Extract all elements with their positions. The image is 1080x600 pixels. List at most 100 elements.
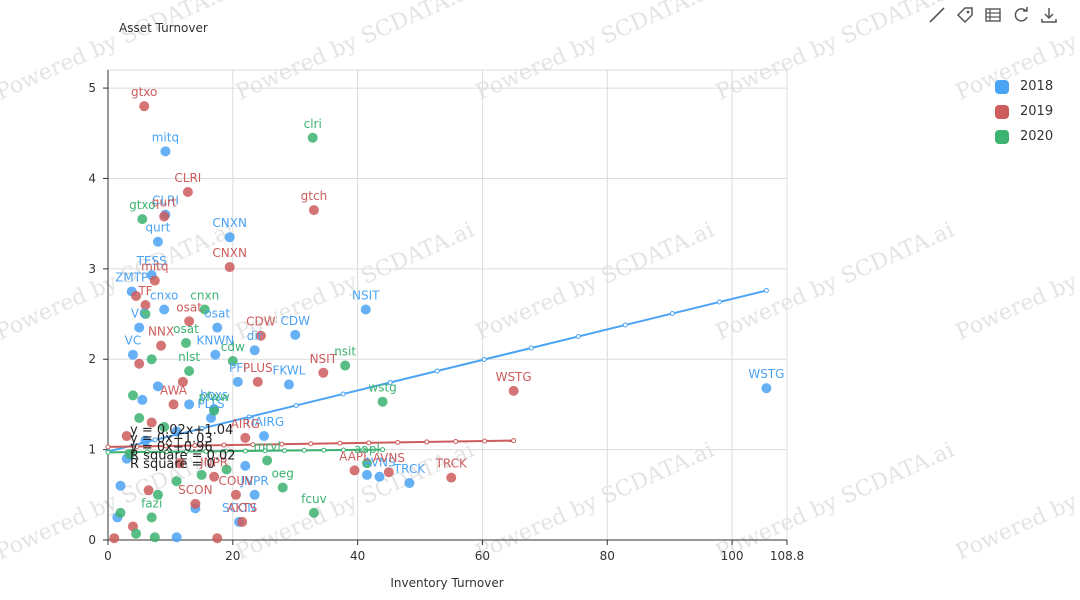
point-label: fcuv bbox=[301, 492, 327, 506]
point-label: COUV bbox=[219, 474, 255, 488]
data-point-2018 bbox=[259, 431, 270, 442]
data-points bbox=[109, 101, 772, 544]
legend-item-2018[interactable]: 2018 bbox=[995, 74, 1053, 99]
point-label: cdw bbox=[221, 340, 245, 354]
point-label: NSIT bbox=[310, 352, 338, 366]
point-label: NNX bbox=[148, 325, 174, 339]
point-label: SCON bbox=[222, 501, 256, 515]
data-point-2020 bbox=[115, 507, 126, 518]
point-label: NSIT bbox=[352, 289, 380, 303]
data-point-2018 bbox=[152, 236, 163, 247]
data-point-2020 bbox=[137, 214, 148, 225]
data-point-2020 bbox=[199, 304, 210, 315]
data-point-2018 bbox=[212, 322, 223, 333]
data-point-2018 bbox=[232, 376, 243, 387]
data-view-icon[interactable] bbox=[982, 4, 1004, 26]
trendline-marker-2018 bbox=[669, 311, 675, 317]
data-point-2020 bbox=[181, 337, 192, 348]
point-label: TRCK bbox=[393, 462, 426, 476]
watermark-text: Powered by SCDATA.ai bbox=[472, 438, 718, 566]
point-label: CLRI bbox=[152, 194, 179, 208]
trendline-marker-2018 bbox=[716, 299, 722, 305]
point-label: pfww bbox=[198, 390, 229, 404]
data-point-2018 bbox=[115, 480, 126, 491]
point-label: ZMTP bbox=[115, 270, 148, 284]
point-label: osat bbox=[204, 307, 230, 321]
data-point-2020 bbox=[140, 309, 151, 320]
data-point-2018 bbox=[360, 304, 371, 315]
point-label: VC bbox=[125, 334, 142, 348]
point-label: CDW bbox=[246, 315, 276, 329]
data-point-2020 bbox=[227, 356, 238, 367]
point-label: mitq bbox=[141, 260, 168, 274]
y-tick-label: 4 bbox=[88, 171, 96, 185]
point-label: mitq bbox=[152, 130, 179, 144]
data-point-2019 bbox=[143, 485, 154, 496]
data-point-2018 bbox=[374, 471, 385, 482]
point-label: TIAIRG bbox=[243, 415, 284, 429]
point-label: WSTG bbox=[748, 367, 784, 381]
point-label: gtch bbox=[301, 189, 328, 203]
data-point-2020 bbox=[146, 354, 157, 365]
data-point-2018 bbox=[159, 304, 170, 315]
trendlines bbox=[105, 288, 769, 455]
download-icon[interactable] bbox=[1038, 4, 1060, 26]
trendline-marker-2020 bbox=[360, 447, 366, 453]
y-tick-label: 2 bbox=[88, 352, 96, 366]
watermark-text: Powered by SCDATA.ai bbox=[472, 0, 718, 105]
data-point-2019 bbox=[318, 367, 329, 378]
regression-annotations: y = 0.02x+1.04y = 0x+1.03y = 0x+0.96R sq… bbox=[130, 423, 236, 472]
legend-label: 2018 bbox=[1020, 79, 1054, 94]
data-point-2019 bbox=[349, 465, 360, 476]
data-point-2019 bbox=[308, 205, 319, 216]
point-label: JNPR bbox=[240, 474, 269, 488]
point-label: clri bbox=[304, 117, 322, 131]
point-label: AIRG bbox=[231, 417, 260, 431]
y-tick-label: 5 bbox=[88, 81, 96, 95]
tag-icon[interactable] bbox=[954, 4, 976, 26]
x-tick-label: 100 bbox=[721, 549, 744, 563]
point-label: gtxo bbox=[131, 85, 157, 99]
data-point-2018 bbox=[240, 460, 251, 471]
trendline-marker-2020 bbox=[144, 449, 150, 455]
point-label: nsit bbox=[334, 345, 356, 359]
watermark-text: Powered by SCDATA.ai bbox=[712, 438, 958, 566]
trendline-marker-2020 bbox=[340, 447, 346, 453]
restore-icon[interactable] bbox=[1010, 4, 1032, 26]
point-label: SCON bbox=[178, 483, 212, 497]
data-point-2020 bbox=[152, 489, 163, 500]
point-label: qurt bbox=[145, 221, 170, 235]
point-label: TRCK bbox=[435, 457, 468, 471]
data-point-2020 bbox=[134, 412, 145, 423]
data-point-2018 bbox=[283, 379, 294, 390]
point-label: VC bbox=[131, 307, 148, 321]
point-label: osat bbox=[176, 300, 202, 314]
trendline-marker-2020 bbox=[223, 448, 229, 454]
point-label: CLRI bbox=[174, 171, 201, 185]
data-point-2019 bbox=[156, 340, 167, 351]
legend-item-2019[interactable]: 2019 bbox=[995, 99, 1053, 124]
data-point-2019 bbox=[209, 471, 220, 482]
regression-annotation: R square = 0.02 bbox=[130, 449, 236, 464]
data-point-2019 bbox=[109, 533, 120, 544]
legend-item-2020[interactable]: 2020 bbox=[995, 124, 1053, 149]
trendline-marker-2020 bbox=[380, 447, 386, 453]
chart-toolbar bbox=[926, 4, 1060, 26]
data-point-2018 bbox=[249, 489, 260, 500]
point-label: WSTG bbox=[496, 370, 532, 384]
data-point-2020 bbox=[308, 507, 319, 518]
trendline-marker-2018 bbox=[387, 379, 393, 385]
data-point-2019 bbox=[134, 358, 145, 369]
point-label: AAPL bbox=[339, 449, 370, 463]
trendline-marker-2018 bbox=[763, 288, 769, 294]
data-point-2020 bbox=[131, 528, 142, 539]
data-point-2020 bbox=[146, 512, 157, 523]
data-point-2020 bbox=[124, 449, 135, 460]
trendline-marker-2020 bbox=[282, 448, 288, 454]
trendline-marker-2018 bbox=[622, 322, 628, 328]
point-label: AKTS bbox=[227, 501, 257, 515]
point-label: PLTS bbox=[197, 397, 224, 411]
data-point-2019 bbox=[182, 187, 193, 198]
line-chart-icon[interactable] bbox=[926, 4, 948, 26]
